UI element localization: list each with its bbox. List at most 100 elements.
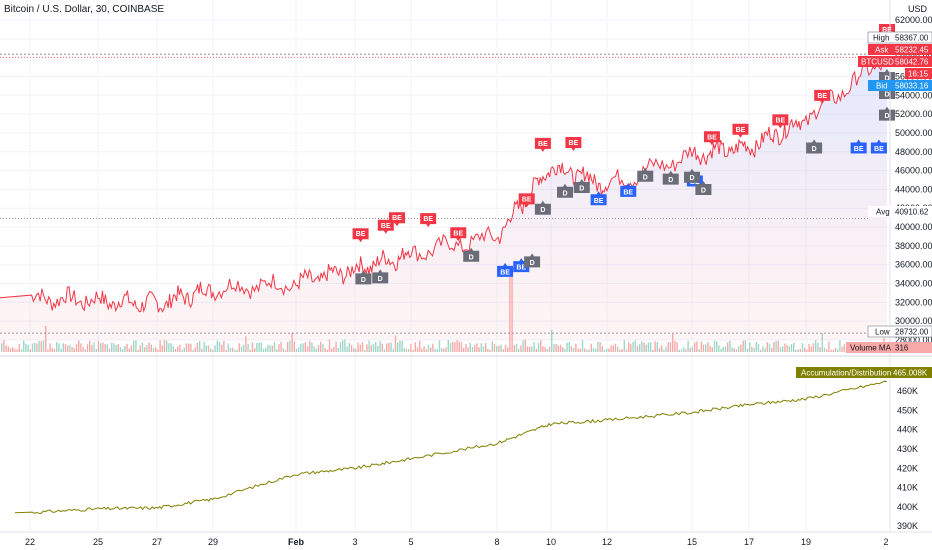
time-tick-label: 17 — [744, 537, 754, 547]
volume-bar — [614, 343, 617, 352]
volume-bar — [375, 342, 377, 352]
trade-marker-buy[interactable]: BE — [620, 182, 637, 197]
volume-bar — [740, 344, 742, 352]
volume-bar — [247, 344, 249, 352]
trade-marker-close[interactable]: D — [684, 168, 700, 183]
volume-bar — [834, 347, 837, 352]
trade-marker-sell[interactable]: BE — [420, 213, 437, 228]
volume-bar — [491, 341, 493, 352]
trade-marker-sell[interactable]: BE — [352, 228, 369, 243]
trade-marker-close[interactable]: D — [534, 200, 551, 215]
trade-marker-label: BE — [736, 127, 746, 134]
volume-bar — [762, 346, 764, 352]
volume-bar — [817, 342, 819, 352]
volume-bar — [60, 348, 62, 352]
trade-marker-close[interactable]: D — [557, 183, 573, 198]
volume-bar — [199, 341, 201, 352]
ask-tag: Ask 58232.45 — [868, 44, 932, 55]
volume-bar — [606, 348, 608, 352]
trade-marker-sell[interactable]: BE — [450, 227, 467, 242]
volume-bar — [302, 343, 304, 352]
volume-bar — [621, 349, 623, 352]
volume-bar — [799, 348, 801, 352]
trade-marker-buy[interactable]: BE — [870, 139, 887, 154]
trade-marker-sell[interactable]: BE — [518, 193, 535, 208]
bid-tag-value: 58033.16 — [895, 82, 929, 91]
volume-bar — [416, 347, 419, 352]
volume-bar — [368, 340, 370, 352]
time-tick-label: 27 — [152, 537, 162, 547]
volume-bar — [117, 344, 119, 352]
indicator-axis[interactable]: 470K460K450K440K430K420K410K400K390K — [897, 367, 918, 531]
price-tick-label: 30000.00 — [895, 316, 932, 326]
volume-bar — [276, 349, 278, 352]
volume-bar — [218, 341, 221, 352]
volume-bar — [806, 349, 808, 352]
time-axis[interactable]: 22 25 27 29 Feb 3 5 8 10 12 15 17 19 2 — [25, 537, 889, 547]
trade-marker-close[interactable]: D — [524, 253, 541, 268]
trade-marker-buy[interactable]: BE — [850, 139, 867, 154]
volume-ma-tag: Volume MA 316 — [846, 342, 932, 353]
trade-marker-label: BE — [623, 189, 633, 196]
volume-bar — [78, 340, 80, 352]
time-tick-label: 3 — [352, 537, 357, 547]
trade-marker-sell[interactable]: BE — [814, 89, 831, 104]
volume-bar — [727, 342, 729, 352]
trade-marker-close[interactable]: D — [879, 106, 895, 121]
trade-marker-sell[interactable]: BE — [732, 123, 749, 138]
volume-bar — [507, 347, 509, 352]
time-tick-label: 29 — [208, 537, 218, 547]
trade-marker-close[interactable]: D — [695, 180, 712, 195]
price-tick-label: 32000.00 — [895, 297, 932, 307]
indicator-tick-label: 440K — [897, 425, 918, 435]
volume-bar — [786, 345, 788, 352]
trade-marker-buy[interactable]: BE — [497, 262, 514, 277]
volume-bar — [674, 340, 676, 352]
trade-marker-sell[interactable]: BE — [772, 114, 789, 129]
trade-marker-close[interactable]: D — [879, 68, 895, 83]
volume-bar — [753, 348, 755, 352]
volume-bar — [603, 349, 606, 352]
trade-marker-close[interactable]: D — [573, 179, 590, 194]
volume-bar — [47, 349, 49, 352]
volume-bar — [111, 342, 113, 352]
trade-marker-close[interactable]: D — [463, 247, 480, 262]
trade-marker-close[interactable]: D — [355, 270, 372, 285]
volume-bar — [711, 347, 713, 352]
volume-bar — [568, 342, 570, 352]
volume-bar — [577, 348, 579, 352]
trade-marker-close[interactable]: D — [662, 170, 679, 185]
volume-bar — [236, 349, 238, 352]
volume-bar — [304, 342, 306, 352]
volume-bar — [496, 346, 498, 352]
low-tag-label: Low — [875, 328, 890, 337]
trade-marker-close[interactable]: D — [637, 167, 654, 182]
trade-marker-sell[interactable]: BE — [703, 131, 720, 146]
trade-marker-sell[interactable]: BE — [389, 212, 405, 227]
volume-bar — [839, 340, 841, 352]
volume-bar — [405, 348, 408, 352]
trade-marker-label: BE — [775, 117, 785, 124]
volume-bar — [313, 346, 315, 352]
trade-marker-buy[interactable]: BE — [590, 191, 607, 206]
trade-marker-sell[interactable]: BE — [377, 219, 394, 234]
indicator-tick-label: 390K — [897, 521, 918, 531]
trade-marker-label: D — [668, 177, 673, 184]
trade-marker-close[interactable]: D — [372, 269, 389, 284]
volume-bar — [482, 346, 485, 352]
volume-bar — [93, 342, 95, 352]
volume-bar — [192, 349, 194, 352]
volume-bar — [16, 349, 18, 352]
volume-bar — [86, 344, 89, 352]
volume-bar — [529, 346, 531, 352]
trade-marker-sell[interactable]: BE — [565, 136, 582, 151]
volume-bar — [773, 342, 775, 352]
volume-bar — [821, 333, 823, 352]
trade-marker-close[interactable]: D — [806, 139, 823, 154]
volume-bar — [555, 344, 557, 352]
indicator-tick-label: 400K — [897, 502, 918, 512]
volume-bar — [249, 349, 251, 352]
volume-bar — [45, 325, 47, 352]
trade-marker-sell[interactable]: BE — [534, 137, 551, 152]
